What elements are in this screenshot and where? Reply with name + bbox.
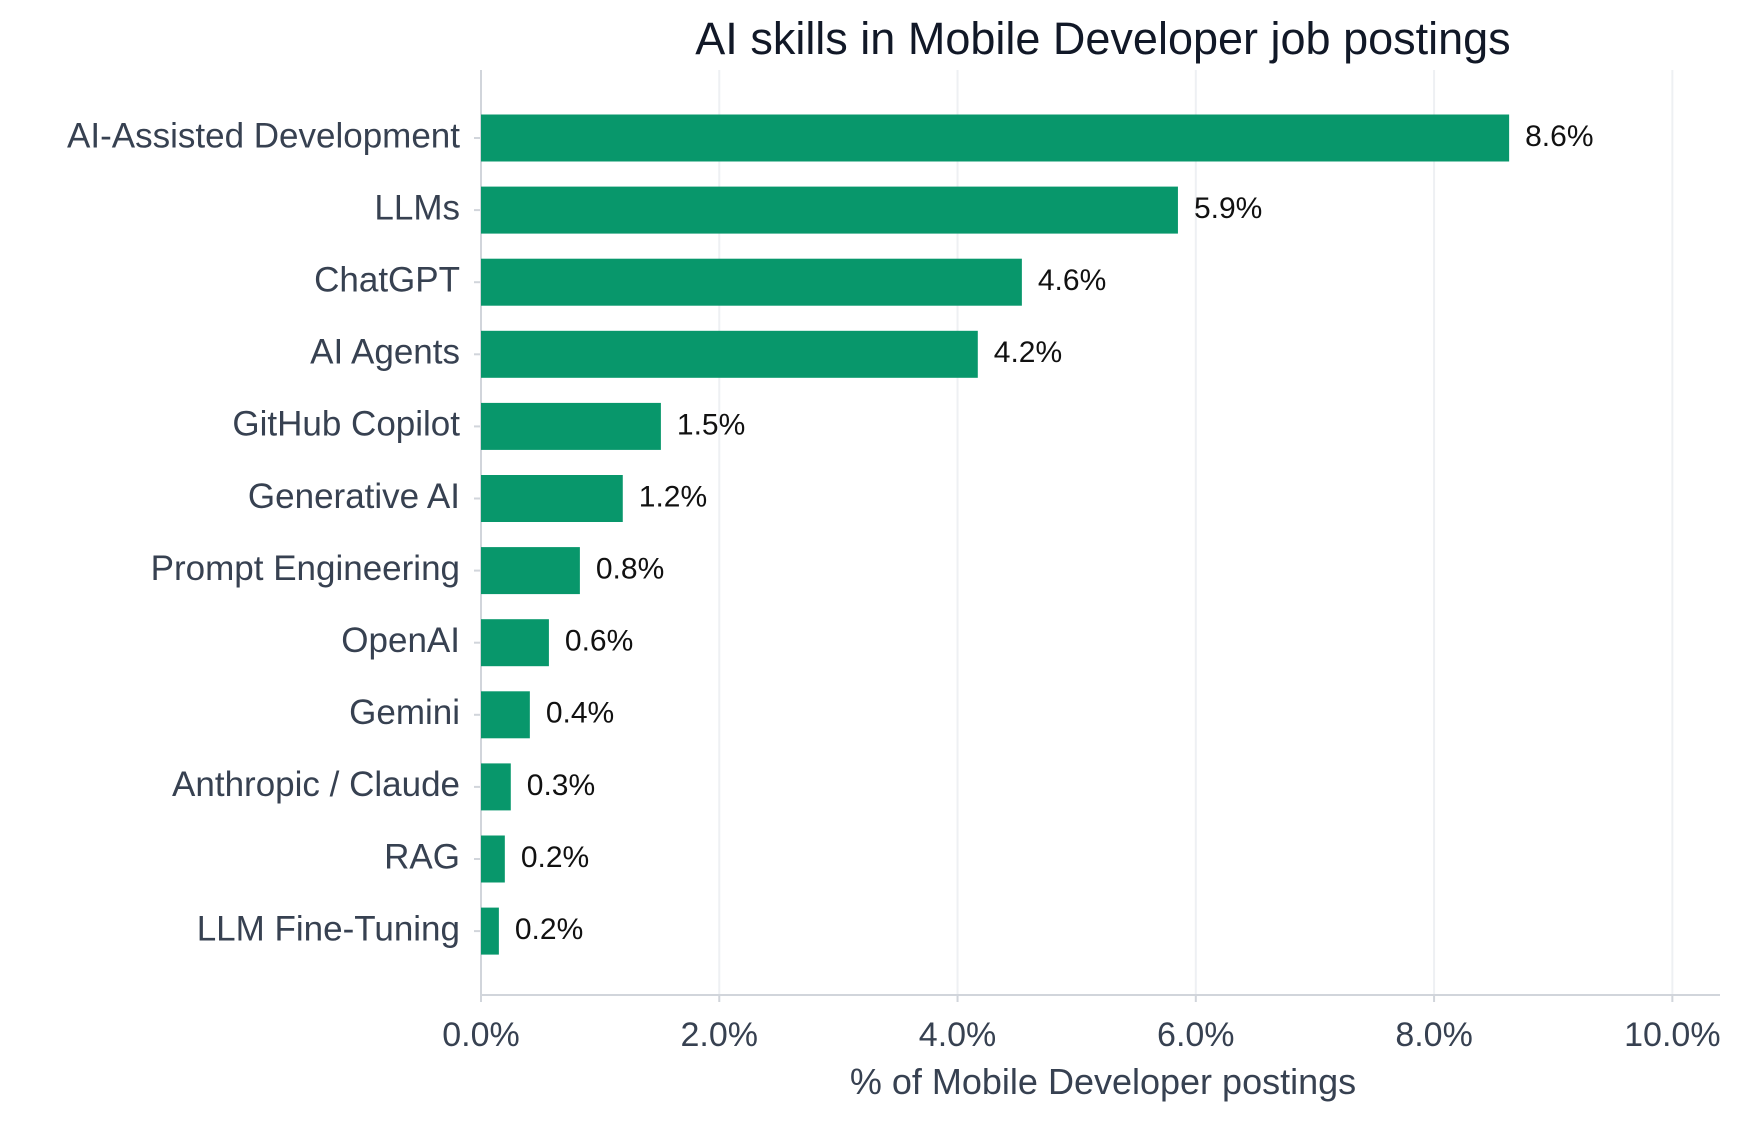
category-label: AI-Assisted Development bbox=[67, 116, 460, 155]
axes: 0.0% 2.0% 4.0% 6.0% 8.0% 10.0% bbox=[442, 70, 1721, 1054]
category-label: Anthropic / Claude bbox=[172, 765, 460, 804]
category-label: LLMs bbox=[374, 188, 460, 227]
x-axis-label: % of Mobile Developer postings bbox=[850, 1061, 1356, 1102]
category-label: Prompt Engineering bbox=[151, 549, 460, 588]
bar bbox=[481, 619, 549, 667]
bar bbox=[481, 763, 511, 811]
data-label: 4.2% bbox=[994, 336, 1062, 369]
bar bbox=[481, 330, 978, 378]
category-label: LLM Fine-Tuning bbox=[197, 909, 460, 948]
x-tick-label: 2.0% bbox=[681, 1016, 759, 1054]
category-label: Gemini bbox=[349, 693, 460, 732]
category-label: GitHub Copilot bbox=[232, 405, 460, 444]
bar bbox=[481, 475, 623, 522]
bar bbox=[481, 547, 580, 595]
bar bbox=[481, 907, 499, 955]
bar bbox=[481, 691, 530, 739]
data-label: 0.8% bbox=[596, 553, 664, 586]
bars bbox=[481, 114, 1510, 955]
bar bbox=[481, 835, 505, 883]
data-label: 8.6% bbox=[1525, 120, 1593, 153]
data-label: 1.5% bbox=[677, 408, 745, 441]
x-tick-label: 10.0% bbox=[1624, 1016, 1720, 1054]
x-tick-label: 0.0% bbox=[442, 1016, 520, 1054]
bar bbox=[481, 258, 1022, 306]
data-label: 0.2% bbox=[521, 841, 589, 874]
data-label: 5.9% bbox=[1194, 192, 1262, 225]
x-tick-label: 8.0% bbox=[1395, 1016, 1473, 1054]
chart-title: AI skills in Mobile Developer job postin… bbox=[695, 13, 1510, 64]
data-label: 0.6% bbox=[565, 625, 633, 658]
data-label: 0.3% bbox=[527, 769, 595, 802]
category-label: OpenAI bbox=[341, 621, 460, 660]
category-label: RAG bbox=[384, 837, 460, 876]
data-label: 0.2% bbox=[515, 913, 583, 946]
x-tick-label: 6.0% bbox=[1157, 1016, 1235, 1054]
data-label: 1.2% bbox=[639, 480, 707, 513]
bar bbox=[481, 114, 1510, 162]
data-label: 0.4% bbox=[546, 697, 614, 730]
data-label: 4.6% bbox=[1038, 264, 1106, 297]
category-label: Generative AI bbox=[248, 477, 460, 516]
category-label: ChatGPT bbox=[314, 260, 460, 299]
labels: AI-Assisted Development 8.6% LLMs 5.9% ChatG… bbox=[67, 116, 1593, 948]
bar bbox=[481, 186, 1178, 234]
category-label: AI Agents bbox=[310, 333, 460, 372]
bar bbox=[481, 402, 661, 450]
x-tick-label: 4.0% bbox=[919, 1016, 997, 1054]
